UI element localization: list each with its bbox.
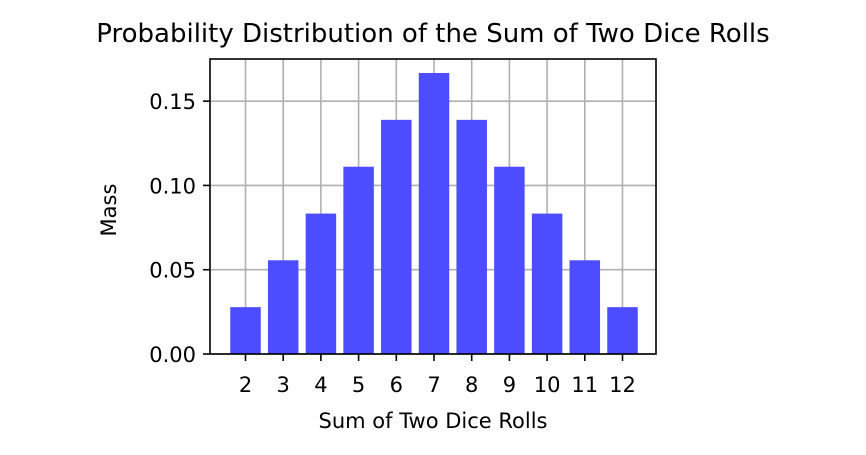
bar-6 bbox=[381, 119, 412, 355]
bar-10 bbox=[531, 213, 563, 354]
ticks: 2 3 4 5 6 7 8 9 10 11 12 0.00 0.05 0.10 0.15 bbox=[149, 90, 636, 397]
x-tick-label-9: 9 bbox=[503, 373, 516, 397]
x-tick-label-2: 2 bbox=[239, 373, 252, 397]
bar-8 bbox=[456, 119, 487, 355]
bar-11 bbox=[569, 260, 601, 354]
bar-7 bbox=[418, 72, 450, 355]
bar-5 bbox=[343, 166, 374, 354]
x-tick-label-10: 10 bbox=[534, 373, 561, 397]
bar-9 bbox=[494, 166, 525, 354]
x-tick-label-7: 7 bbox=[427, 373, 440, 397]
plot-frame bbox=[209, 58, 657, 355]
x-tick-label-5: 5 bbox=[352, 373, 365, 397]
y-tick-label-3: 0.15 bbox=[149, 90, 196, 114]
bar-12 bbox=[607, 307, 638, 354]
x-tick-label-11: 11 bbox=[571, 373, 598, 397]
y-tick-label-0: 0.00 bbox=[149, 343, 196, 367]
x-tick-label-3: 3 bbox=[277, 373, 290, 397]
y-axis-label: Mass bbox=[97, 184, 121, 237]
bar-4 bbox=[305, 213, 337, 354]
bar-3 bbox=[267, 260, 299, 354]
x-tick-label-8: 8 bbox=[465, 373, 478, 397]
axes bbox=[209, 58, 657, 355]
bars bbox=[230, 72, 638, 355]
x-tick-label-4: 4 bbox=[314, 373, 327, 397]
x-axis-label: Sum of Two Dice Rolls bbox=[319, 409, 548, 433]
y-tick-label-1: 0.05 bbox=[149, 259, 196, 283]
x-tick-label-6: 6 bbox=[390, 373, 403, 397]
x-tick-label-12: 12 bbox=[609, 373, 636, 397]
y-tick-label-2: 0.10 bbox=[149, 174, 196, 198]
bar-2 bbox=[230, 307, 261, 354]
chart-title: Probability Distribution of the Sum of T… bbox=[96, 19, 769, 49]
